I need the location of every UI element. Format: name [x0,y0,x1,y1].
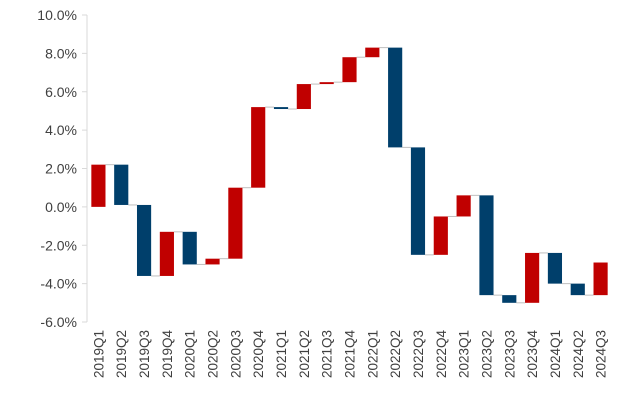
bar-2022q3 [410,147,426,255]
x-tick-label: 2022Q2 [388,330,403,378]
x-axis-tick-labels: 2019Q1 2019Q2 2019Q3 2019Q4 2020Q1 2020Q2 2020… [91,330,608,379]
x-tick-label: 2021Q3 [320,330,335,378]
x-tick-label: 2019Q3 [137,330,152,378]
x-tick-label: 2022Q1 [365,330,380,378]
bar-2021q3 [319,82,334,85]
x-tick-label: 2020Q4 [251,330,266,379]
bar-2020q4 [251,107,266,188]
x-tick-label: 2023Q3 [502,330,517,378]
bar-2024q2 [570,283,585,296]
y-tick-label: -2.0% [40,237,77,253]
bar-2020q2 [205,258,220,265]
bar-2023q2 [479,195,494,296]
bar-2023q3 [502,295,517,303]
bar-2023q4 [525,252,540,303]
x-tick-label: 2024Q1 [548,330,563,378]
bar-2020q1 [182,231,197,265]
x-tick-label: 2024Q3 [594,330,609,378]
bar-2024q3 [593,262,608,296]
bar-2021q4 [342,57,357,83]
x-tick-label: 2019Q4 [160,330,175,379]
x-tick-label: 2023Q1 [457,330,472,378]
x-tick-label: 2021Q2 [297,330,312,378]
bar-2022q2 [388,47,403,148]
bar-2022q1 [365,47,380,58]
x-tick-label: 2020Q3 [228,330,243,378]
y-tick-label: 10.0% [37,7,77,23]
bar-2023q1 [456,195,471,217]
y-axis-tick-labels: 10.0% 8.0% 6.0% 4.0% 2.0% 0.0% -2.0% -4.0% -6.0% [37,7,77,330]
bar-2021q2 [296,84,311,110]
axes [82,14,88,323]
bars [91,47,608,303]
connectors [105,47,594,304]
y-tick-label: -6.0% [40,314,77,330]
bar-2024q1 [547,252,563,284]
x-tick-label: 2023Q2 [479,330,494,378]
y-tick-label: 6.0% [45,84,77,100]
y-tick-label: 8.0% [45,45,77,61]
bar-2022q4 [433,216,448,255]
x-tick-label: 2020Q1 [183,330,198,378]
bar-2019q4 [159,231,174,276]
x-tick-label: 2024Q2 [571,330,586,378]
x-tick-label: 2020Q2 [206,330,221,378]
x-tick-label: 2022Q3 [411,330,426,378]
y-tick-label: 4.0% [45,122,77,138]
bar-2019q2 [114,164,129,205]
x-tick-label: 2019Q2 [114,330,129,378]
y-tick-label: 2.0% [45,161,77,177]
y-tick-label: 0.0% [45,199,77,215]
bar-2021q1 [273,107,289,110]
x-tick-label: 2021Q1 [274,330,289,378]
bar-2019q3 [136,204,152,276]
y-tick-label: -4.0% [40,276,77,292]
x-tick-label: 2022Q4 [434,330,449,379]
bar-2019q1 [91,164,106,207]
x-tick-label: 2021Q4 [343,330,358,379]
x-tick-label: 2019Q1 [91,330,106,378]
bar-2020q3 [228,187,243,259]
x-tick-label: 2023Q4 [525,330,540,379]
